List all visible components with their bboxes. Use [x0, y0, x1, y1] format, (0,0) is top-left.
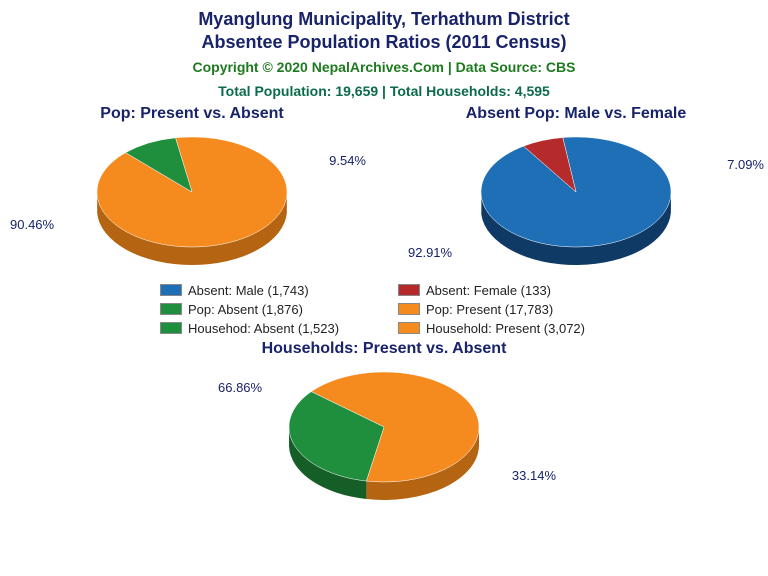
legend-swatch [160, 303, 182, 315]
legend-item: Pop: Absent (1,876) [160, 302, 370, 317]
legend-item: Absent: Female (133) [398, 283, 608, 298]
legend-label: Household: Present (3,072) [426, 321, 585, 336]
chart2-svg [466, 127, 686, 277]
chart3-pct-major: 66.86% [218, 380, 262, 395]
chart2-pct-major: 92.91% [408, 245, 452, 260]
chart1-svg [82, 127, 302, 277]
legend-swatch [398, 322, 420, 334]
chart3-pie: 66.86% 33.14% [0, 362, 768, 502]
legend-swatch [398, 284, 420, 296]
legend-label: Pop: Absent (1,876) [188, 302, 303, 317]
top-chart-row: Pop: Present vs. Absent 90.46% 9.54% Abs… [0, 105, 768, 277]
legend-item: Household: Present (3,072) [398, 321, 608, 336]
chart3-svg [274, 362, 494, 502]
title-line-1: Myanglung Municipality, Terhathum Distri… [198, 9, 569, 29]
chart1-pct-minor: 9.54% [329, 153, 366, 168]
legend-item: Pop: Present (17,783) [398, 302, 608, 317]
copyright-line: Copyright © 2020 NepalArchives.Com | Dat… [0, 59, 768, 75]
legend-swatch [398, 303, 420, 315]
chart-households: Households: Present vs. Absent 66.86% 33… [0, 340, 768, 502]
chart1-pie: 90.46% 9.54% [0, 127, 384, 277]
main-title: Myanglung Municipality, Terhathum Distri… [0, 0, 768, 55]
chart3-title: Households: Present vs. Absent [0, 340, 768, 358]
chart1-pct-major: 90.46% [10, 217, 54, 232]
legend-item: Absent: Male (1,743) [160, 283, 370, 298]
chart2-pie: 92.91% 7.09% [384, 127, 768, 277]
chart2-pct-minor: 7.09% [727, 157, 764, 172]
legend-label: Househod: Absent (1,523) [188, 321, 339, 336]
chart-pop-present-absent: Pop: Present vs. Absent 90.46% 9.54% [0, 105, 384, 277]
title-line-2: Absentee Population Ratios (2011 Census) [201, 32, 566, 52]
legend: Absent: Male (1,743) Absent: Female (133)… [104, 283, 664, 336]
legend-label: Absent: Male (1,743) [188, 283, 309, 298]
legend-swatch [160, 322, 182, 334]
totals-line: Total Population: 19,659 | Total Househo… [0, 83, 768, 99]
chart3-pct-minor: 33.14% [512, 468, 556, 483]
chart2-title: Absent Pop: Male vs. Female [384, 105, 768, 123]
legend-label: Absent: Female (133) [426, 283, 551, 298]
chart-absent-male-female: Absent Pop: Male vs. Female 92.91% 7.09% [384, 105, 768, 277]
chart1-title: Pop: Present vs. Absent [0, 105, 384, 123]
legend-label: Pop: Present (17,783) [426, 302, 553, 317]
legend-swatch [160, 284, 182, 296]
legend-item: Househod: Absent (1,523) [160, 321, 370, 336]
